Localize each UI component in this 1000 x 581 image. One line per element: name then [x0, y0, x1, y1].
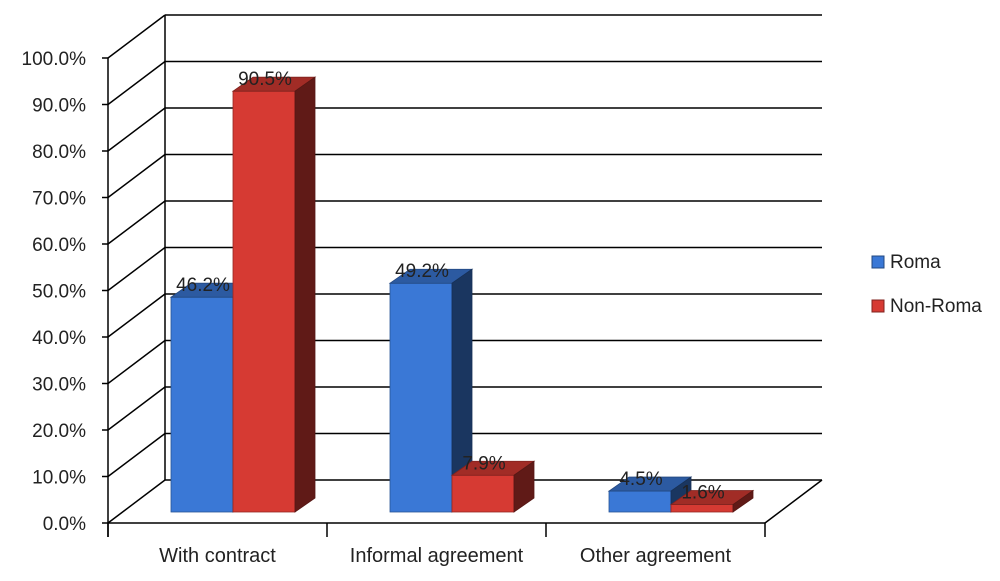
data-label: 49.2%: [395, 261, 449, 282]
axis-layer: 0.0% 10.0% 20.0% 30.0% 40.0% 50.0% 60.0% 70.0% 8…: [22, 49, 766, 567]
data-label: 90.5%: [238, 69, 292, 90]
gridline-diagonal: [107, 479, 166, 524]
x-tick-label: With contract: [159, 545, 276, 567]
bar-side-face: [513, 460, 535, 513]
data-label: 7.9%: [462, 453, 505, 474]
bar: [669, 489, 755, 513]
y-tick-label: 70.0%: [32, 189, 86, 210]
y-tick-label: 0.0%: [43, 514, 86, 535]
y-tick-label: 90.0%: [32, 96, 86, 117]
gridline-diagonal: [107, 153, 166, 199]
legend-swatch: [871, 299, 885, 313]
gridline-diagonal: [107, 200, 166, 245]
bar-layer: [169, 76, 755, 513]
bar-side-face: [732, 489, 754, 513]
y-tick-label: 10.0%: [32, 468, 86, 489]
y-tick-label: 100.0%: [22, 49, 87, 70]
x-tick-label: Other agreement: [580, 545, 732, 567]
bar: [450, 460, 536, 513]
bar-front-face: [670, 504, 734, 513]
gridline-diagonal: [107, 107, 166, 152]
legend: Roma Non-Roma: [871, 252, 982, 317]
bar-front-face: [232, 90, 296, 513]
floor-right-edge: [764, 479, 823, 524]
legend-label: Roma: [890, 252, 941, 273]
y-tick-label: 40.0%: [32, 328, 86, 349]
bar: [231, 76, 317, 513]
bar-front-face: [451, 474, 515, 513]
gridline-diagonal: [107, 386, 166, 431]
bar-side-face: [294, 76, 316, 513]
y-tick-label: 50.0%: [32, 282, 86, 303]
label-layer: 46.2% 90.5% 49.2% 7.9% 4.5% 1.6%: [176, 69, 725, 503]
x-tick-label: Informal agreement: [350, 545, 524, 567]
bar: [388, 268, 474, 513]
gridline-diagonal: [107, 246, 166, 292]
y-tick-label: 30.0%: [32, 375, 86, 396]
data-label: 1.6%: [681, 483, 724, 504]
gridline-diagonal: [107, 60, 166, 106]
legend-label: Non-Roma: [890, 296, 982, 317]
y-tick-label: 60.0%: [32, 235, 86, 256]
bar-front-face: [389, 282, 453, 513]
bar-front-face: [608, 490, 672, 513]
y-tick-label: 20.0%: [32, 421, 86, 442]
data-label: 46.2%: [176, 275, 230, 296]
gridline-diagonal: [107, 14, 166, 59]
gridline-diagonal: [107, 432, 166, 478]
y-tick-label: 80.0%: [32, 142, 86, 163]
legend-swatch: [871, 255, 885, 269]
legend-item: Roma: [871, 252, 941, 273]
gridline-diagonal: [107, 339, 166, 385]
gridline-diagonal: [107, 293, 166, 338]
data-label: 4.5%: [619, 469, 662, 490]
legend-item: Non-Roma: [871, 296, 982, 317]
bar-front-face: [170, 296, 234, 513]
